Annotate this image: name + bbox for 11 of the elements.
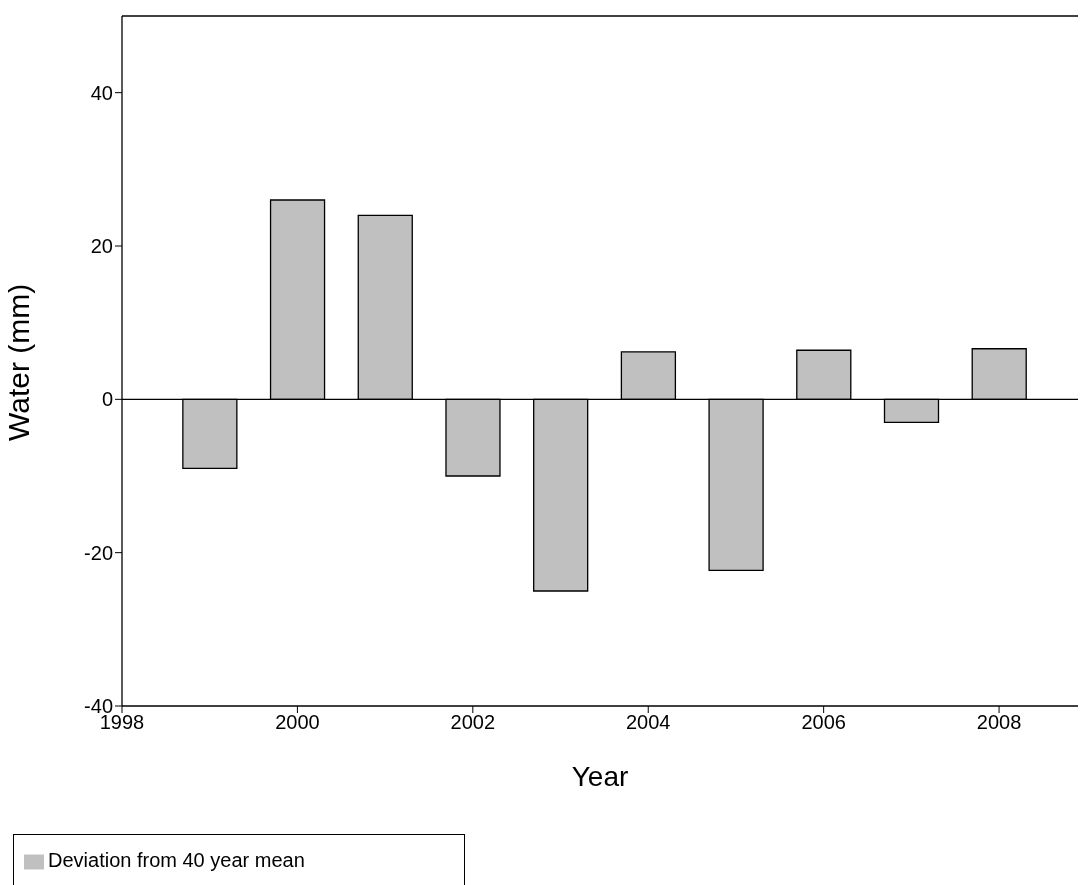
- y-tick-label: 0: [101, 388, 113, 411]
- y-tick-label: 20: [90, 235, 113, 258]
- x-tick-label: 2008: [976, 711, 1022, 734]
- x-axis-title: Year: [571, 761, 629, 792]
- x-tick-label: 2002: [450, 711, 496, 734]
- y-tick-label: -20: [84, 541, 113, 564]
- y-tick-label: 40: [90, 81, 113, 104]
- x-tick-label: 2004: [625, 711, 671, 734]
- x-tick-label: 2006: [801, 711, 846, 734]
- legend-label: Deviation from 40 year mean: [48, 849, 305, 871]
- x-tick-label: 2000: [275, 711, 320, 734]
